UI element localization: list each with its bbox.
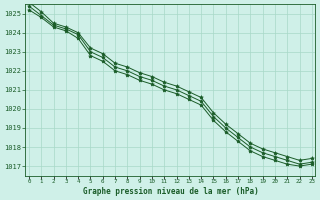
- X-axis label: Graphe pression niveau de la mer (hPa): Graphe pression niveau de la mer (hPa): [83, 187, 258, 196]
